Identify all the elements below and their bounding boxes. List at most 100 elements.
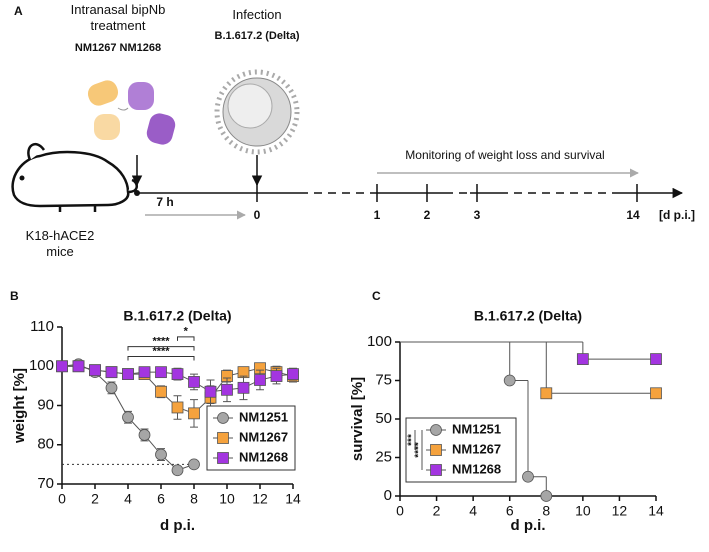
marker	[155, 448, 167, 461]
marker	[89, 364, 101, 377]
nanobody-label: NM1267 NM1268	[74, 42, 162, 54]
x-tick-label: 14	[285, 491, 301, 507]
significance-label: ****	[152, 345, 170, 357]
x-tick-label: 6	[506, 503, 514, 519]
y-tick-label: 75	[375, 371, 392, 388]
marker	[138, 366, 151, 379]
timeline-tick-label: 1	[374, 208, 381, 222]
marker	[204, 385, 217, 398]
x-tick-label: 6	[157, 491, 165, 507]
marker	[171, 368, 184, 381]
timeline-tick-label: 14	[626, 208, 640, 222]
marker	[540, 387, 553, 400]
mouse-icon	[11, 142, 138, 212]
x-tick-label: 12	[252, 491, 268, 507]
significance-bracket	[177, 336, 195, 341]
marker	[122, 411, 134, 424]
marker	[237, 381, 250, 394]
y-tick-label: 110	[30, 318, 54, 335]
x-tick-label: 14	[648, 503, 664, 519]
panel-label: C	[372, 289, 381, 303]
y-tick-label: 90	[37, 396, 54, 413]
legend-label: NM1268	[452, 461, 501, 476]
marker	[188, 376, 200, 388]
x-tick-label: 4	[469, 503, 477, 519]
marker	[270, 370, 283, 382]
marker	[188, 458, 200, 471]
legend-marker	[217, 432, 229, 444]
y-tick-label: 50	[375, 410, 392, 427]
timeline-unit: [d p.i.]	[659, 208, 695, 222]
mice-label: K18-hACE2 mice	[25, 228, 95, 259]
timeline-tick-label: 3	[474, 208, 481, 222]
marker	[171, 464, 184, 477]
panel-label: A	[14, 4, 23, 18]
legend-label: NM1251	[452, 421, 501, 436]
marker	[171, 401, 184, 414]
y-tick-label: 0	[384, 487, 392, 504]
y-tick-label: 100	[367, 333, 392, 350]
y-tick-label: 100	[29, 357, 54, 374]
y-tick-label: 80	[37, 436, 54, 453]
significance-label: ****	[414, 442, 425, 458]
virus-icon	[214, 69, 300, 155]
significance-label: ****	[152, 336, 170, 348]
legend-label: NM1268	[239, 449, 288, 464]
y-tick-label: 70	[37, 475, 54, 492]
marker	[72, 360, 85, 373]
marker	[287, 368, 299, 381]
infection-label: Infection	[232, 7, 282, 22]
marker	[540, 490, 553, 502]
x-tick-label: 0	[58, 491, 66, 507]
x-tick-label: 2	[433, 503, 441, 519]
y-tick-label: 25	[375, 448, 392, 465]
marker	[188, 407, 200, 420]
x-tick-label: 12	[612, 503, 628, 519]
x-axis-label: d p.i.	[160, 517, 195, 534]
legend-marker	[430, 444, 442, 456]
legend-marker	[430, 464, 442, 476]
marker	[105, 381, 118, 394]
monitoring-label: Monitoring of weight loss and survival	[405, 148, 604, 162]
chart-title: B.1.617.2 (Delta)	[474, 308, 582, 324]
significance-bracket	[127, 346, 195, 351]
legend-label: NM1267	[239, 429, 288, 444]
x-tick-label: 8	[190, 491, 198, 507]
legend-label: NM1267	[452, 441, 501, 456]
x-axis-label: d p.i.	[511, 517, 546, 534]
x-tick-label: 2	[91, 491, 99, 507]
chart-title: B.1.617.2 (Delta)	[123, 308, 231, 324]
marker	[138, 429, 151, 441]
timeline	[137, 184, 684, 202]
marker	[503, 374, 516, 387]
marker	[155, 366, 167, 379]
nanobody-icon	[87, 80, 176, 145]
x-tick-label: 10	[219, 491, 235, 507]
marker	[221, 383, 233, 396]
marker	[254, 374, 266, 386]
interval-label: 7 h	[156, 195, 173, 209]
x-tick-label: 4	[124, 491, 132, 507]
x-tick-label: 10	[575, 503, 591, 519]
treatment-label: Intranasal bipNb treatment	[70, 2, 166, 33]
legend-marker	[217, 452, 229, 464]
marker	[576, 353, 589, 365]
legend-box	[405, 417, 517, 483]
significance-label: ***	[407, 434, 418, 446]
significance-label: *	[184, 326, 189, 338]
marker	[105, 366, 118, 379]
significance-bracket	[127, 355, 195, 361]
marker	[522, 470, 534, 483]
panel-label: B	[10, 289, 19, 303]
marker	[122, 368, 134, 381]
legend-marker	[217, 412, 229, 424]
timeline-tick-label: 2	[424, 208, 431, 222]
mouse-eye	[19, 175, 25, 181]
timeline-tick-label: 0	[254, 208, 261, 222]
x-tick-label: 0	[396, 503, 404, 519]
marker	[650, 353, 662, 365]
marker	[56, 360, 68, 373]
variant-label: B.1.617.2 (Delta)	[214, 30, 300, 42]
